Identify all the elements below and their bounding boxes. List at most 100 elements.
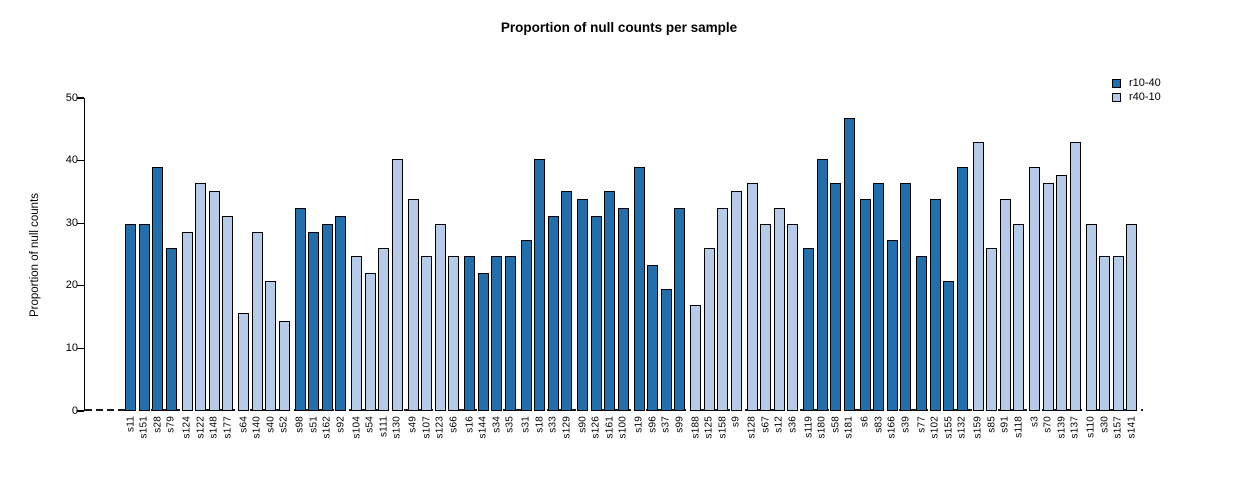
bar-cell-s85: s85	[986, 98, 997, 473]
bar-cell-s34: s34	[491, 98, 502, 473]
bar	[477, 273, 489, 411]
x-axis-label: s90	[577, 416, 588, 433]
y-axis-tick	[77, 222, 84, 224]
x-axis-label: s111	[378, 416, 389, 438]
bar-cell-s19: s19	[633, 98, 645, 473]
bar	[407, 199, 419, 411]
bar-cell-s166: s166	[886, 98, 898, 473]
bar	[1056, 175, 1067, 411]
x-axis-label: s35	[504, 416, 516, 433]
bar	[886, 240, 898, 411]
bar	[873, 183, 884, 411]
bar	[760, 224, 771, 411]
bar-cell-s161: s161	[604, 98, 615, 473]
y-axis-tick-label: 0	[71, 404, 78, 417]
bar-cell-s39: s39	[900, 98, 911, 473]
x-axis-label: s155	[943, 416, 954, 439]
x-axis-label: s180	[816, 416, 828, 439]
bar	[674, 208, 685, 411]
bar	[986, 248, 997, 411]
x-axis-label: s99	[674, 416, 685, 433]
bar	[152, 167, 163, 411]
x-axis-label: s118	[1013, 416, 1024, 438]
x-axis-label: s31	[520, 416, 532, 433]
x-axis-label: s79	[165, 416, 177, 433]
bar	[251, 232, 263, 411]
bar	[335, 216, 346, 411]
bar-cell-s130: s130	[391, 98, 403, 473]
bar	[1029, 167, 1040, 411]
x-axis-label: s144	[477, 416, 489, 439]
bar	[830, 183, 841, 411]
bar-group: s90 s126 s161 s100	[577, 98, 629, 473]
x-axis-label: s188	[690, 416, 701, 439]
bar	[859, 199, 871, 411]
x-axis-label: s11	[125, 416, 136, 432]
bar-cell-s31: s31	[520, 98, 532, 473]
y-axis-tick	[77, 159, 84, 162]
bar-cell-s6: s6	[859, 98, 871, 473]
x-axis-label: s177	[222, 416, 233, 439]
bar-cell-s125: s125	[703, 98, 715, 473]
bar-cell-s92: s92	[335, 98, 346, 473]
x-axis-label: s30	[1099, 416, 1110, 433]
x-axis-label: s91	[999, 416, 1011, 433]
bar-group: s110 s30 s157 s141	[1085, 98, 1137, 473]
bar	[803, 248, 814, 411]
bar-cell-s132: s132	[956, 98, 968, 473]
bar	[561, 191, 572, 411]
bar	[577, 199, 588, 411]
bar	[195, 183, 206, 411]
bar	[165, 248, 177, 411]
bar-cell-s158: s158	[717, 98, 728, 473]
x-axis-label: s162	[321, 416, 333, 439]
bar-cell-s12: s12	[773, 98, 785, 473]
bar-cell-s162: s162	[321, 98, 333, 473]
y-axis-tick-label: 30	[65, 216, 78, 229]
bar-cell-s64: s64	[238, 98, 249, 473]
bar-cell-s11: s11	[125, 98, 136, 473]
x-axis-label: s107	[421, 416, 432, 439]
bar-group: s119 s180 s58 s181	[803, 98, 855, 473]
bar-cell-s119: s119	[803, 98, 814, 473]
legend-item-r10-40: r10-40	[1112, 76, 1161, 90]
bar-cell-s124: s124	[181, 98, 193, 473]
x-axis-label: s54	[364, 416, 376, 433]
bar-cell-s37: s37	[660, 98, 672, 473]
bar	[464, 256, 475, 411]
bar	[1112, 256, 1124, 411]
x-axis-label: s40	[265, 416, 276, 433]
bar-cell-s3: s3	[1029, 98, 1040, 473]
x-axis-label: s28	[152, 416, 163, 433]
bar-cell-s139: s139	[1056, 98, 1067, 473]
x-axis-label: s110	[1085, 416, 1097, 438]
bar	[321, 224, 333, 411]
x-axis-label: s100	[617, 416, 629, 439]
bar	[448, 256, 459, 411]
legend-swatch-r10-40	[1112, 78, 1121, 88]
bar	[1126, 224, 1137, 411]
bar	[1069, 142, 1081, 411]
y-axis-tick	[77, 285, 84, 287]
x-axis-label: s12	[773, 416, 785, 433]
bar	[1085, 224, 1097, 411]
bar-cell-s180: s180	[816, 98, 828, 473]
x-axis-label: s132	[956, 416, 968, 439]
x-axis-label: s119	[803, 416, 814, 438]
bar-cell-s66: s66	[448, 98, 459, 473]
bar-group: s188 s125 s158 s9	[690, 98, 742, 473]
bar	[278, 321, 290, 411]
bar	[660, 289, 672, 411]
bar	[590, 216, 602, 411]
bar	[1013, 224, 1024, 411]
y-axis-line	[84, 98, 86, 411]
x-axis-label: s151	[138, 416, 150, 439]
y-axis-tick-label: 40	[65, 154, 78, 167]
bar-cell-s40: s40	[265, 98, 276, 473]
x-axis-label: s123	[434, 416, 446, 439]
bar-cell-s140: s140	[251, 98, 263, 473]
bar-group: s98 s51 s162 s92	[294, 98, 346, 473]
bar	[746, 183, 758, 411]
bar	[787, 224, 798, 411]
